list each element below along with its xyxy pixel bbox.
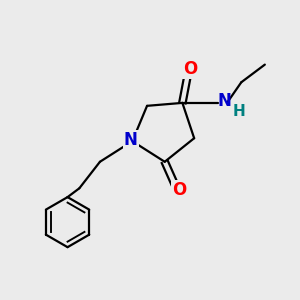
Text: N: N [218,92,232,110]
Text: O: O [183,60,197,78]
Text: N: N [124,131,138,149]
Text: O: O [172,181,187,199]
Text: H: H [232,103,245,118]
